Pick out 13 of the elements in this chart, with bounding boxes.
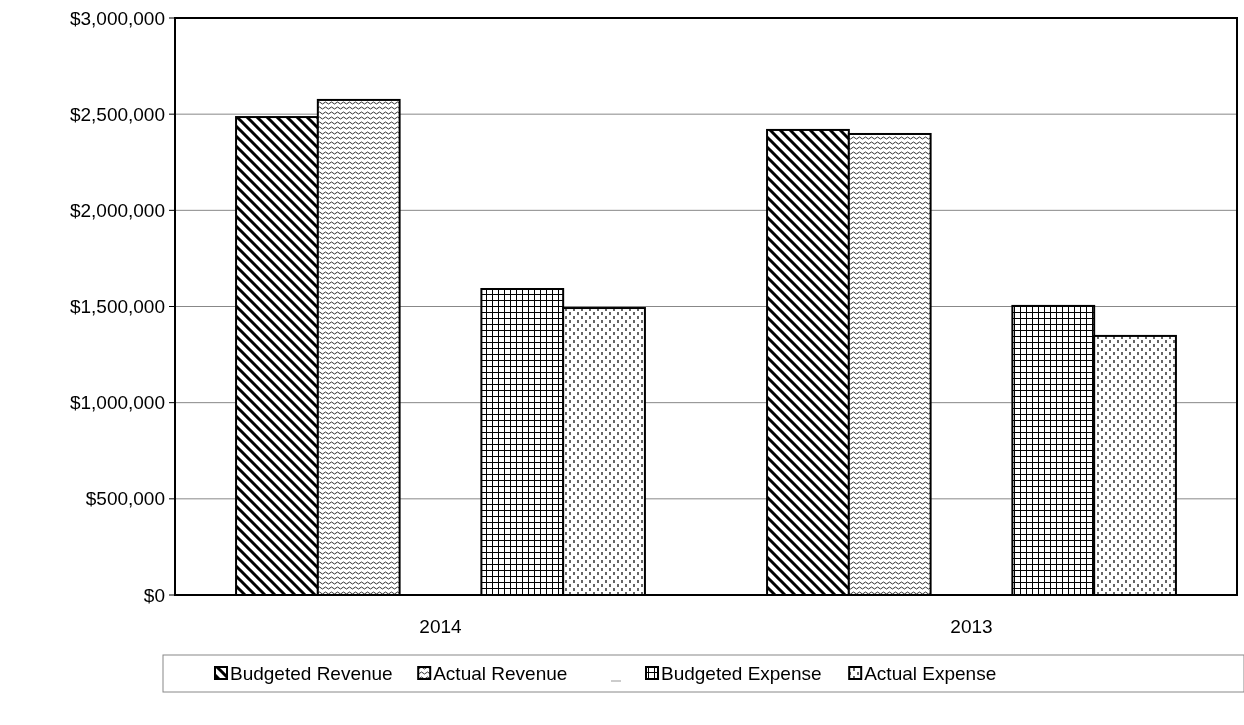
legend-label: Budgeted Revenue bbox=[230, 662, 393, 684]
y-tick-label: $1,000,000 bbox=[69, 392, 165, 414]
y-tick-label: $1,500,000 bbox=[69, 296, 165, 318]
legend-label: Budgeted Expense bbox=[661, 662, 822, 684]
y-tick-label: $3,000,000 bbox=[69, 7, 165, 29]
legend-label: Actual Expense bbox=[864, 662, 997, 684]
x-tick-label: 2014 bbox=[419, 616, 463, 637]
x-tick-label: 2013 bbox=[950, 616, 993, 637]
y-tick-label: $2,500,000 bbox=[69, 103, 165, 125]
y-tick-label: $0 bbox=[143, 584, 165, 606]
y-tick-label: $2,000,000 bbox=[69, 199, 165, 221]
y-tick-label: $500,000 bbox=[85, 488, 165, 510]
legend-label: Actual Revenue bbox=[433, 662, 568, 684]
